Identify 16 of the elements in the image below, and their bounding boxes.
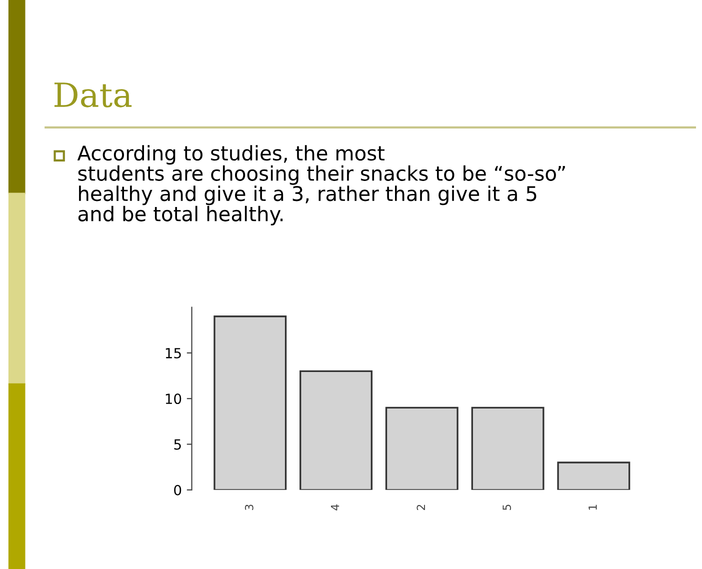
- y-tick-label: 10: [166, 394, 182, 404]
- bar: [471, 406, 544, 490]
- x-tick-label: 3: [244, 504, 254, 510]
- bar: [557, 462, 630, 490]
- x-tick-label: 2: [416, 504, 425, 510]
- y-tick-label: 5: [174, 439, 181, 450]
- chart-subtitle: According to studies, the most students are choosing their snacks to be “so-so” healthy and give it a 3, rather than give it a 5 and be total healthy.: [77, 145, 565, 226]
- bar: [214, 316, 287, 490]
- x-tick-label: 4: [330, 504, 340, 510]
- x-tick-label: 1: [588, 504, 597, 510]
- chart-title: Data: [54, 82, 132, 108]
- y-tick-label: 15: [166, 348, 181, 358]
- bar: [385, 406, 458, 490]
- y-tick-label: 0: [174, 484, 182, 496]
- bar: [300, 370, 372, 490]
- x-tick-label: 5: [502, 504, 512, 510]
